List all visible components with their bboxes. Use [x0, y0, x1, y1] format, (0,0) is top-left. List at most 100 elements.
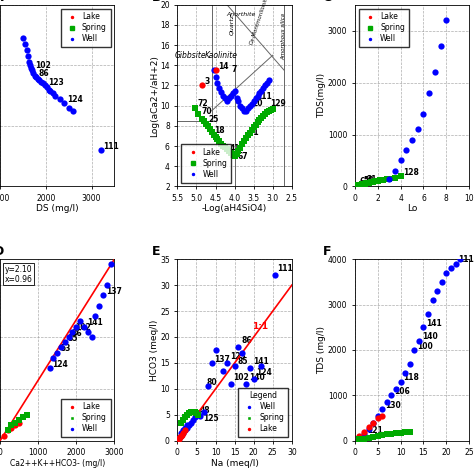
Point — [221, 143, 229, 151]
Point — [378, 412, 386, 419]
Point — [250, 375, 257, 383]
X-axis label: Ca2++K++HCO3- (mg/l): Ca2++K++HCO3- (mg/l) — [9, 459, 105, 468]
Point — [193, 410, 201, 417]
Text: 102: 102 — [35, 62, 51, 71]
Point — [392, 385, 400, 392]
Text: 124: 124 — [256, 367, 272, 376]
Point — [265, 107, 273, 115]
Point — [246, 129, 254, 137]
Point — [216, 84, 223, 91]
Point — [51, 92, 59, 100]
Point — [216, 137, 223, 145]
Point — [361, 180, 369, 187]
Point — [365, 179, 373, 187]
Point — [271, 271, 279, 279]
Point — [397, 157, 404, 164]
Point — [242, 134, 250, 142]
Point — [177, 432, 185, 439]
Point — [185, 410, 192, 417]
Text: 31: 31 — [367, 175, 377, 184]
Point — [8, 424, 15, 432]
Point — [23, 46, 30, 54]
Point — [28, 66, 36, 73]
Point — [36, 77, 43, 84]
Point — [237, 102, 244, 109]
Point — [195, 410, 202, 418]
Point — [69, 328, 76, 336]
Point — [414, 126, 421, 133]
Point — [181, 427, 189, 434]
Point — [265, 77, 273, 84]
Text: 129: 129 — [270, 100, 286, 109]
Legend: Lake, Spring, Well: Lake, Spring, Well — [181, 144, 231, 182]
Text: 111: 111 — [256, 92, 272, 101]
Point — [246, 102, 254, 109]
Point — [191, 414, 198, 421]
Point — [193, 411, 201, 419]
Point — [244, 104, 252, 111]
Point — [88, 333, 95, 341]
Point — [263, 108, 271, 116]
Text: B: B — [152, 0, 162, 4]
Point — [46, 365, 54, 372]
Text: 70: 70 — [201, 108, 212, 117]
Point — [199, 82, 206, 89]
Point — [181, 414, 189, 421]
Point — [46, 87, 54, 95]
Point — [204, 383, 212, 390]
Text: 137: 137 — [215, 355, 230, 364]
Point — [397, 378, 404, 385]
Point — [443, 269, 450, 276]
Text: E: E — [152, 246, 161, 258]
Point — [252, 121, 259, 128]
Point — [179, 427, 187, 434]
Point — [238, 104, 246, 111]
Point — [385, 175, 393, 182]
Text: 141: 141 — [426, 319, 442, 328]
Point — [406, 428, 413, 436]
Point — [227, 92, 235, 100]
Text: 121: 121 — [367, 426, 383, 435]
Text: 125: 125 — [203, 414, 219, 423]
Point — [50, 354, 57, 362]
Point — [238, 349, 246, 356]
Point — [212, 133, 219, 141]
Point — [76, 318, 84, 325]
Legend: Well, Spring, Lake: Well, Spring, Lake — [238, 388, 288, 437]
Point — [246, 365, 254, 372]
Point — [240, 137, 248, 145]
Point — [383, 399, 391, 406]
Point — [433, 287, 441, 295]
Point — [24, 53, 32, 60]
Text: 137: 137 — [106, 287, 122, 296]
Text: 102: 102 — [75, 323, 91, 332]
Point — [41, 81, 49, 89]
Legend: Lake, Spring, Well: Lake, Spring, Well — [61, 399, 110, 437]
Point — [235, 344, 242, 351]
Point — [175, 436, 182, 443]
Point — [261, 82, 269, 89]
Point — [383, 430, 391, 438]
Text: Ca-Montmorillonite: Ca-Montmorillonite — [249, 0, 270, 45]
Text: 128: 128 — [403, 168, 419, 177]
Point — [34, 75, 41, 83]
Point — [195, 411, 202, 419]
Point — [60, 100, 68, 107]
Point — [365, 426, 373, 433]
Point — [369, 433, 377, 440]
Point — [263, 80, 271, 87]
Point — [181, 424, 189, 432]
Text: 48: 48 — [199, 407, 210, 416]
Point — [233, 150, 240, 158]
Point — [231, 87, 238, 94]
Point — [185, 421, 192, 429]
Point — [202, 120, 210, 128]
Point — [208, 359, 216, 367]
Point — [255, 89, 263, 96]
Point — [391, 174, 399, 182]
Point — [257, 87, 265, 94]
Point — [402, 146, 410, 154]
Text: F: F — [323, 246, 331, 258]
Point — [267, 106, 274, 113]
Point — [31, 72, 38, 80]
